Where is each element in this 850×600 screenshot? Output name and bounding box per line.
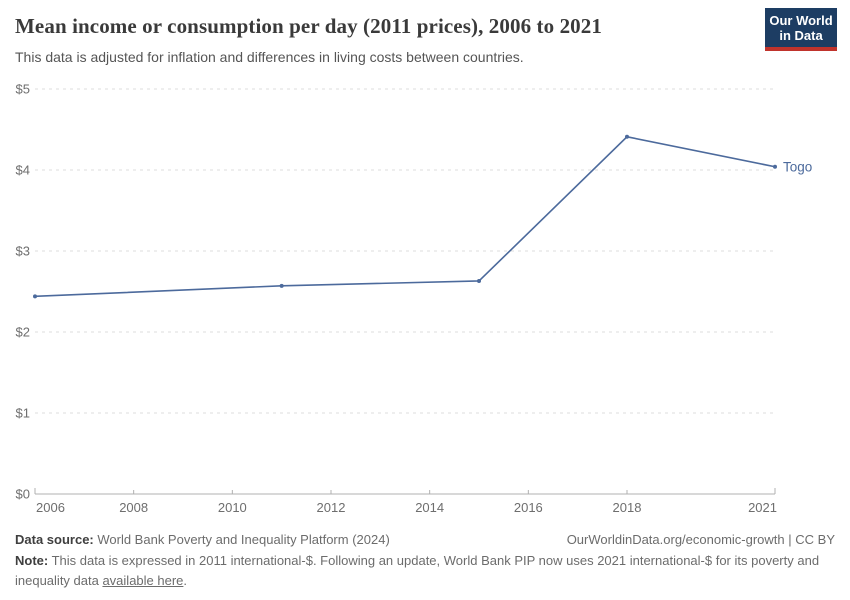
data-point[interactable] [625,134,629,139]
note: Note: This data is expressed in 2011 int… [15,551,825,590]
x-axis-tick-label: 2012 [317,500,346,515]
y-axis-tick-label: $2 [16,325,30,340]
citation-link[interactable]: OurWorldinData.org/economic-growth [566,532,785,547]
note-label: Note: [15,553,49,568]
line-chart[interactable]: $0 $1 $2 $3 $4 $5 2006 2008 2010 2012 2014 2016 2018… [0,80,850,530]
owid-logo[interactable]: Our World in Data [765,8,837,52]
citation: OurWorldinData.org/economic-growth | CC … [567,532,835,547]
note-text: This data is expressed in 2011 internati… [15,553,820,588]
data-source: Data source: World Bank Poverty and Ineq… [15,532,390,547]
y-axis-tick-label: $5 [16,82,30,97]
x-axis-tick-label: 2014 [415,500,444,515]
x-axis-tick-label: 2016 [514,500,543,515]
note-link[interactable]: available here [102,572,184,588]
data-source-text: World Bank Poverty and Inequality Platfo… [93,532,390,547]
y-axis-tick-label: $4 [16,163,30,178]
y-axis-tick-label: $1 [16,406,30,421]
x-axis-tick-label: 2018 [613,500,642,515]
y-axis-tick-label: $0 [16,487,30,502]
series-label-togo[interactable]: Togo [783,159,812,174]
citation-license: CC BY [795,532,835,547]
data-point[interactable] [477,278,481,283]
data-point[interactable] [279,283,284,288]
owid-logo-line1: Our World [769,13,833,28]
owid-logo-line2: in Data [779,27,823,43]
data-point[interactable] [33,294,37,299]
x-axis-tick-label: 2006 [36,500,65,515]
citation-separator: | [784,532,796,547]
x-axis-tick-label: 2010 [218,500,247,515]
y-axis-tick-label: $3 [16,244,30,259]
series-line-togo[interactable] [34,135,776,298]
data-source-label: Data source: [15,532,94,547]
data-point[interactable] [773,164,777,169]
chart-subtitle: This data is adjusted for inflation and … [15,49,524,65]
page-title: Mean income or consumption per day (2011… [15,14,602,38]
note-suffix: . [183,572,188,588]
sources-row: Data source: World Bank Poverty and Ineq… [15,532,835,547]
x-axis-tick-label: 2021 [748,500,777,515]
x-axis-tick-label: 2008 [119,500,148,515]
